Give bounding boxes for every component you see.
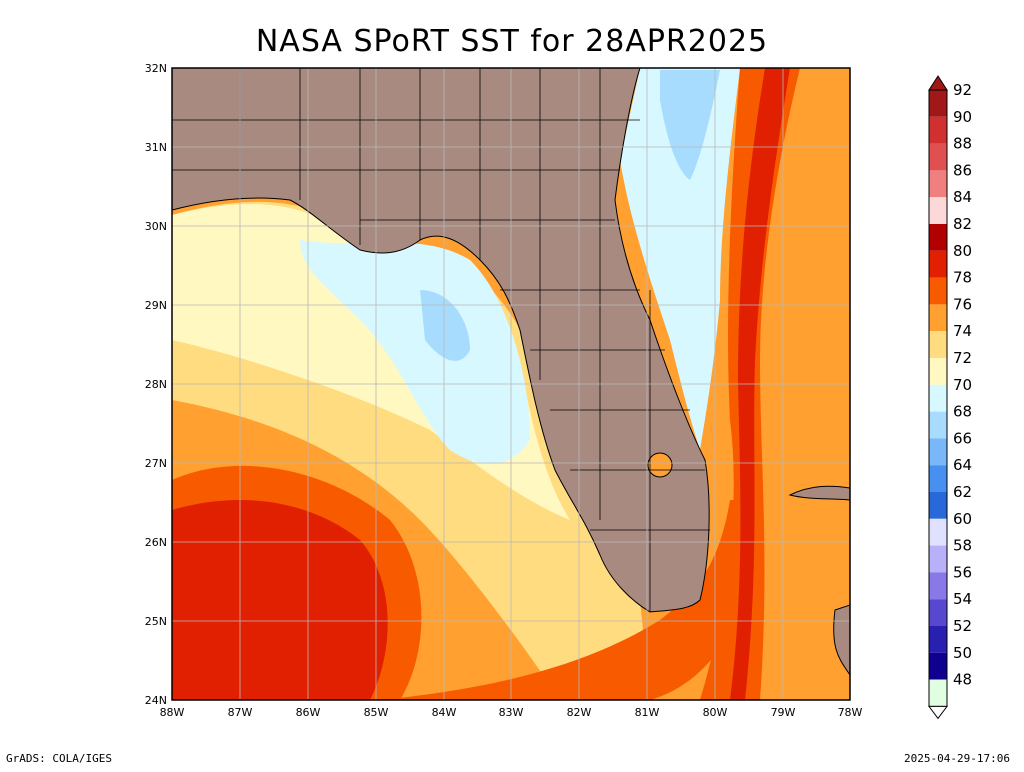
legend-swatch <box>929 652 947 680</box>
lon-label: 82W <box>567 706 592 719</box>
lon-label: 87W <box>228 706 253 719</box>
legend-label: 70 <box>953 376 972 394</box>
legend-swatch <box>929 358 947 385</box>
lon-axis: 88W 87W 86W 85W 84W 83W 82W 81W 80W 79W … <box>160 706 863 719</box>
lon-label: 86W <box>296 706 321 719</box>
legend-label: 62 <box>953 483 972 501</box>
legend-label: 80 <box>953 242 972 260</box>
legend-label: 68 <box>953 403 972 421</box>
lon-label: 84W <box>432 706 457 719</box>
sst-atlantic-shelf-cool <box>620 68 740 450</box>
legend-label: 88 <box>953 135 972 153</box>
credit-text: GrADS: COLA/IGES <box>6 752 112 765</box>
lon-label: 81W <box>635 706 660 719</box>
legend-label: 82 <box>953 215 972 233</box>
legend-swatch <box>929 679 947 707</box>
lon-label: 78W <box>838 706 863 719</box>
legend-label: 60 <box>953 510 972 528</box>
legend-swatch <box>929 465 947 492</box>
florida-land <box>172 68 710 613</box>
lon-label: 88W <box>160 706 185 719</box>
legend-swatch <box>929 224 947 251</box>
graticule <box>172 68 850 700</box>
lat-label: 31N <box>145 141 167 154</box>
plot-frame <box>171 67 851 701</box>
lat-label: 29N <box>145 299 167 312</box>
legend-label: 92 <box>953 81 972 99</box>
legend-swatch <box>929 438 947 466</box>
legend-label: 76 <box>953 295 972 313</box>
legend-swatch <box>929 90 947 117</box>
legend-label: 74 <box>953 322 972 340</box>
bahamas-grand <box>788 485 850 501</box>
legend-label: 56 <box>953 563 972 581</box>
lat-label: 24N <box>145 694 167 707</box>
sst-straits <box>380 500 760 700</box>
legend-label: 64 <box>953 456 972 474</box>
lon-label: 85W <box>364 706 389 719</box>
timestamp-text: 2025-04-29-17:06 <box>904 752 1010 765</box>
color-legend: 92 90 88 86 84 82 80 78 76 74 72 70 68 66 64 62 60 58 56 54… <box>928 75 972 720</box>
sst-loop-core <box>172 500 388 700</box>
sst-bigbend-cold <box>420 290 470 361</box>
legend-label: 48 <box>953 671 972 689</box>
legend-swatch <box>929 331 947 358</box>
legend-arrow-top <box>928 75 948 91</box>
lon-label: 83W <box>499 706 524 719</box>
lat-label: 26N <box>145 536 167 549</box>
legend-swatch <box>929 492 947 519</box>
land <box>172 68 850 676</box>
legend-swatch <box>929 304 947 332</box>
lake-okeechobee <box>647 452 673 478</box>
legend-label: 84 <box>953 188 972 206</box>
legend-label: 66 <box>953 429 972 447</box>
lat-label: 27N <box>145 457 167 470</box>
legend-label: 90 <box>953 108 972 126</box>
legend-swatch <box>929 170 947 198</box>
lat-label: 28N <box>145 378 167 391</box>
county-lines <box>172 68 710 612</box>
lat-label: 32N <box>145 62 167 75</box>
legend-swatch <box>929 518 947 546</box>
legend-label: 72 <box>953 349 972 367</box>
legend-swatch <box>929 411 947 439</box>
map-title: NASA SPoRT SST for 28APR2025 <box>255 24 769 59</box>
legend-swatch <box>929 116 947 144</box>
sst-atlantic-shelf-cold <box>660 70 720 180</box>
legend-label: 86 <box>953 161 972 179</box>
lat-label: 25N <box>145 615 167 628</box>
legend-swatch <box>929 384 947 412</box>
legend-swatch <box>929 599 947 626</box>
legend-label: 50 <box>953 644 972 662</box>
legend-label: 52 <box>953 617 972 635</box>
lon-label: 80W <box>703 706 728 719</box>
sst-bigbend-cool <box>300 240 530 464</box>
legend-label: 58 <box>953 537 972 555</box>
legend-arrow-bottom <box>928 705 948 720</box>
legend-swatch <box>929 197 947 224</box>
lat-axis: 32N 31N 30N 29N 28N 27N 26N 25N 24N <box>145 62 167 707</box>
legend-swatch <box>929 277 947 305</box>
legend-swatch <box>929 250 947 278</box>
lon-label: 79W <box>771 706 796 719</box>
legend-swatch <box>929 143 947 171</box>
lat-label: 30N <box>145 220 167 233</box>
legend-swatch <box>929 572 947 600</box>
legend-label: 78 <box>953 269 972 287</box>
legend-swatch <box>929 626 947 653</box>
legend-label: 54 <box>953 590 972 608</box>
legend-swatch <box>929 545 947 573</box>
